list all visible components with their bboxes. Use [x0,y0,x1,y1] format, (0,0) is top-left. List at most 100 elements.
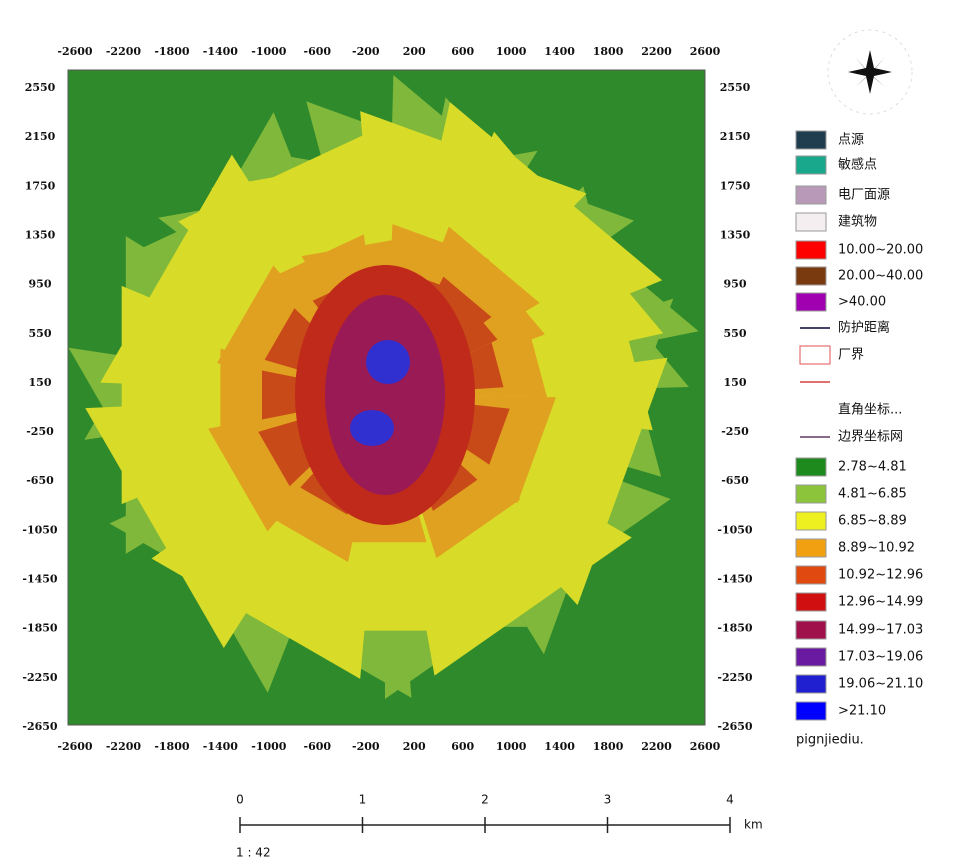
y-tick-label: 1350 [720,228,751,241]
y-tick-label: -1050 [717,523,753,536]
legend-label: 2.78~4.81 [838,460,907,475]
x-tick-label: 1400 [544,45,575,58]
legend-label: 17.03~19.06 [838,650,923,665]
y-tick-label: 2150 [720,130,751,143]
legend-label: 直角坐标... [838,403,902,418]
scale-label: 2 [481,793,489,807]
y-tick-label: 2150 [25,130,56,143]
scale-label: 3 [604,793,612,807]
legend-swatch [796,213,826,231]
map-core [350,410,394,446]
legend-swatch [796,241,826,259]
y-tick-label: -1850 [22,622,58,635]
legend-swatch [796,131,826,149]
legend-swatch [796,485,826,503]
x-tick-label: 1800 [593,45,624,58]
legend-swatch [796,648,826,666]
y-tick-label: 2550 [25,81,56,94]
legend-swatch [796,702,826,720]
y-tick-label: -2250 [717,671,753,684]
x-tick-label: -600 [304,740,332,753]
scale-label: 1 [359,793,367,807]
x-tick-label: -2600 [57,740,93,753]
y-tick-label: 1750 [25,179,56,192]
legend-label: 12.96~14.99 [838,595,923,610]
x-tick-label: -1400 [203,45,239,58]
north-arrow [828,30,912,114]
legend-label: 8.89~10.92 [838,541,915,556]
x-tick-label: 200 [403,45,426,58]
legend-swatch [796,156,826,174]
x-tick-label: -2200 [106,45,142,58]
legend-swatch [796,293,826,311]
x-tick-label: -200 [352,45,380,58]
scale-ratio: 1 : 42 [236,846,271,860]
map-core [366,340,410,384]
x-tick-label: 2200 [641,740,672,753]
legend-swatch [796,458,826,476]
y-tick-label: 950 [724,278,747,291]
x-tick-label: -1800 [154,45,190,58]
legend-label: 10.00~20.00 [838,243,923,258]
legend-swatch [800,346,830,364]
scale-unit: km [744,818,763,832]
legend-label: 敏感点 [838,157,877,173]
y-tick-label: -1050 [22,523,58,536]
legend-label: 防护距离 [838,320,890,336]
legend-swatch [796,267,826,285]
x-tick-label: 200 [403,740,426,753]
x-tick-label: 600 [451,740,474,753]
legend-label: >40.00 [838,295,886,310]
x-tick-label: 2200 [641,45,672,58]
legend-swatch [796,593,826,611]
x-tick-label: 1800 [593,740,624,753]
legend-label: 20.00~40.00 [838,269,923,284]
y-tick-label: 550 [724,327,747,340]
legend-label: 点源 [838,133,864,148]
legend-swatch [796,566,826,584]
y-tick-label: -1850 [717,622,753,635]
y-tick-label: -650 [721,474,749,487]
layer-name: pignjiediu. [796,733,864,748]
y-tick-label: 150 [29,376,52,389]
x-tick-label: -2200 [106,740,142,753]
legend-swatch [796,539,826,557]
y-tick-label: 1750 [720,179,751,192]
x-tick-label: 1400 [544,740,575,753]
x-tick-label: 1000 [496,45,527,58]
y-tick-label: -2650 [22,720,58,733]
y-tick-label: 1350 [25,228,56,241]
y-tick-label: 950 [29,278,52,291]
legend-label: 6.85~8.89 [838,514,907,529]
legend-label: 10.92~12.96 [838,568,923,583]
x-tick-label: 2600 [690,740,721,753]
legend-label: 电厂面源 [838,188,890,203]
x-tick-label: 2600 [690,45,721,58]
scale-label: 4 [726,793,734,807]
legend-swatch [796,675,826,693]
x-tick-label: -1000 [251,45,287,58]
map-core [325,295,445,495]
y-tick-label: 150 [724,376,747,389]
x-tick-label: -2600 [57,45,93,58]
legend-label: 厂界 [838,348,864,363]
legend-swatch [796,512,826,530]
map-page: -2600 -2600 -2200 -2200 -1800 -1800 -1400 -1400… [0,0,966,863]
legend-swatch [796,621,826,639]
legend-label: 边界坐标网 [838,430,903,445]
legend-label: 4.81~6.85 [838,487,907,502]
x-tick-label: -1000 [251,740,287,753]
y-tick-label: -650 [26,474,54,487]
legend-label: 14.99~17.03 [838,623,923,638]
y-tick-label: -2650 [717,720,753,733]
x-tick-label: -200 [352,740,380,753]
x-tick-label: -1400 [203,740,239,753]
concentration-map [68,70,705,725]
x-tick-label: 600 [451,45,474,58]
y-tick-label: -250 [721,425,749,438]
legend-label: 建筑物 [838,214,877,230]
legend-label: >21.10 [838,704,886,719]
scale-label: 0 [236,793,244,807]
y-tick-label: -2250 [22,671,58,684]
x-tick-label: -1800 [154,740,190,753]
